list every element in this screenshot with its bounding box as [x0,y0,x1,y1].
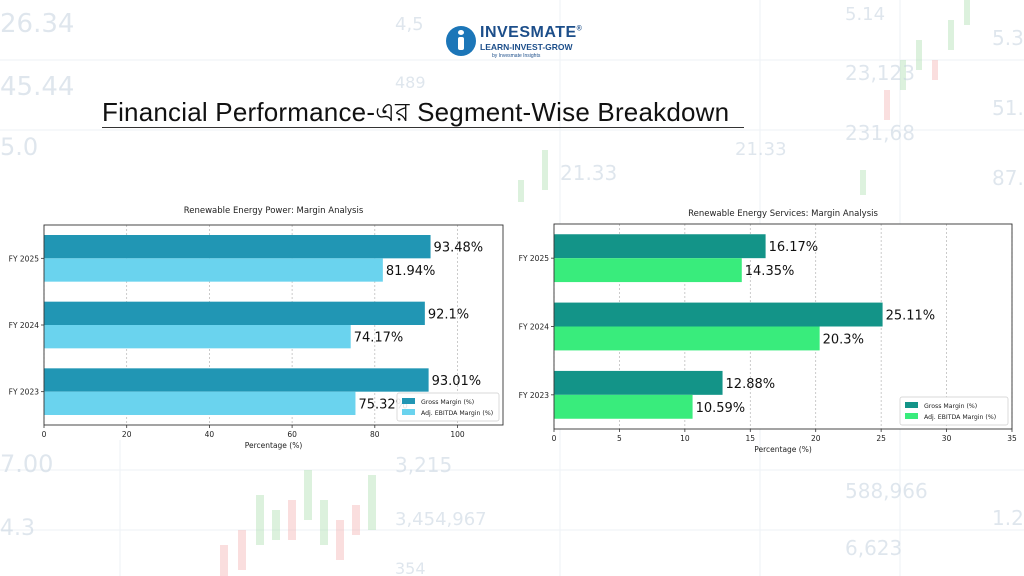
candlestick-decoration [220,0,970,576]
bg-figure: 588,966 [845,479,928,503]
legend-label: Gross Margin (%) [924,403,977,410]
bar [44,301,425,325]
data-label: 10.59% [696,401,746,416]
page-title: Financial Performance-এর Segment-Wise Br… [102,97,730,127]
bg-figure: 6,623 [845,536,902,560]
legend-label: Adj. EBITDA Margin (%) [421,410,493,417]
legend-swatch [905,402,918,408]
plot-frame [553,223,1013,430]
invesmate-logo: INVESMATE® LEARN-INVEST-GROW by Invesmat… [446,24,586,60]
logo-name: INVESMATE® [480,24,583,41]
bg-figure: 4.3 [0,516,35,541]
bar [44,235,431,259]
legend-swatch [402,398,415,404]
x-tick-label: 30 [942,434,952,443]
bg-figure: 5.14 [845,4,885,25]
bar [44,325,351,349]
logo-mark-icon [446,26,476,56]
x-tick-label: 100 [450,430,465,439]
bg-figure: 5.0 [0,133,38,161]
bar [554,234,766,259]
data-label: 93.01% [432,374,482,389]
bar [554,326,820,351]
data-label: 92.1% [428,307,469,322]
bar [44,391,356,415]
legend-swatch [905,413,918,419]
bar [554,370,723,395]
x-tick-label: 60 [287,430,297,439]
bar [44,368,429,392]
bg-figure: 51.2 [992,96,1024,120]
bg-figure: 26.34 [0,9,74,39]
bg-figure: 45.44 [0,72,74,102]
background-figures: 26.34 45.44 5.0 4,5 489 21.33 21.33 23,1… [0,4,1024,576]
bg-figure: 7.00 [0,450,53,478]
x-tick-label: 15 [746,434,756,443]
data-label: 93.48% [434,241,484,256]
logo-byline: by Invesmate Insights [492,53,541,59]
y-tick-label: FY 2023 [9,388,40,397]
logo-tagline: LEARN-INVEST-GROW [480,42,573,52]
bg-figure: 1.25 [992,506,1024,530]
y-tick-label: FY 2024 [9,321,40,330]
x-tick-label: 20 [122,430,132,439]
bg-figure: 5.35 [992,26,1024,50]
data-label: 14.35% [745,264,795,279]
chart-title: Renewable Energy Power: Margin Analysis [184,206,364,216]
x-tick-label: 25 [876,434,886,443]
y-tick-label: FY 2024 [519,323,550,332]
legend-box [396,392,500,422]
data-label: 20.3% [823,332,864,347]
data-label: 74.17% [354,331,404,346]
title-underline [102,127,744,128]
bg-figure: 3,454,967 [395,509,487,530]
bg-figure: 489 [395,73,426,92]
bar [554,394,693,419]
x-tick-label: 0 [552,434,557,443]
bg-figure: 21.33 [735,139,787,160]
x-tick-label: 5 [617,434,622,443]
bg-figure: 354 [395,559,426,576]
chart-services-margin: Renewable Energy Services: Margin Analys… [519,209,1017,454]
bg-figure: 231,68 [845,121,915,145]
plot-frame [43,224,504,426]
y-tick-label: FY 2025 [9,254,40,263]
bar [44,258,383,282]
data-label: 75.32% [358,397,408,412]
x-tick-label: 35 [1007,434,1017,443]
bg-figure: 23,123 [845,61,915,85]
chart-power-margin: Renewable Energy Power: Margin Analysis 0… [9,206,504,450]
x-axis-label: Percentage (%) [754,445,812,454]
x-tick-label: 10 [680,434,690,443]
bar [554,258,742,283]
data-label: 81.94% [386,264,436,279]
legend-label: Adj. EBITDA Margin (%) [924,414,996,421]
data-label: 25.11% [886,309,936,324]
bg-figure: 21.33 [560,161,617,185]
x-tick-label: 40 [205,430,215,439]
data-label: 16.17% [769,240,819,255]
bar [554,302,883,327]
legend-box [899,396,1009,426]
legend-label: Gross Margin (%) [421,399,474,406]
x-tick-label: 20 [811,434,821,443]
legend-swatch [402,409,415,415]
x-axis-label: Percentage (%) [245,441,303,450]
x-tick-label: 0 [42,430,47,439]
bg-figure: 4,5 [395,14,424,35]
bg-figure: 3,215 [395,453,452,477]
y-tick-label: FY 2023 [519,391,550,400]
bg-figure: 87.9 [992,166,1024,190]
chart-title: Renewable Energy Services: Margin Analys… [688,209,878,219]
data-label: 12.88% [726,377,776,392]
y-tick-label: FY 2025 [519,254,550,263]
x-tick-label: 80 [370,430,380,439]
